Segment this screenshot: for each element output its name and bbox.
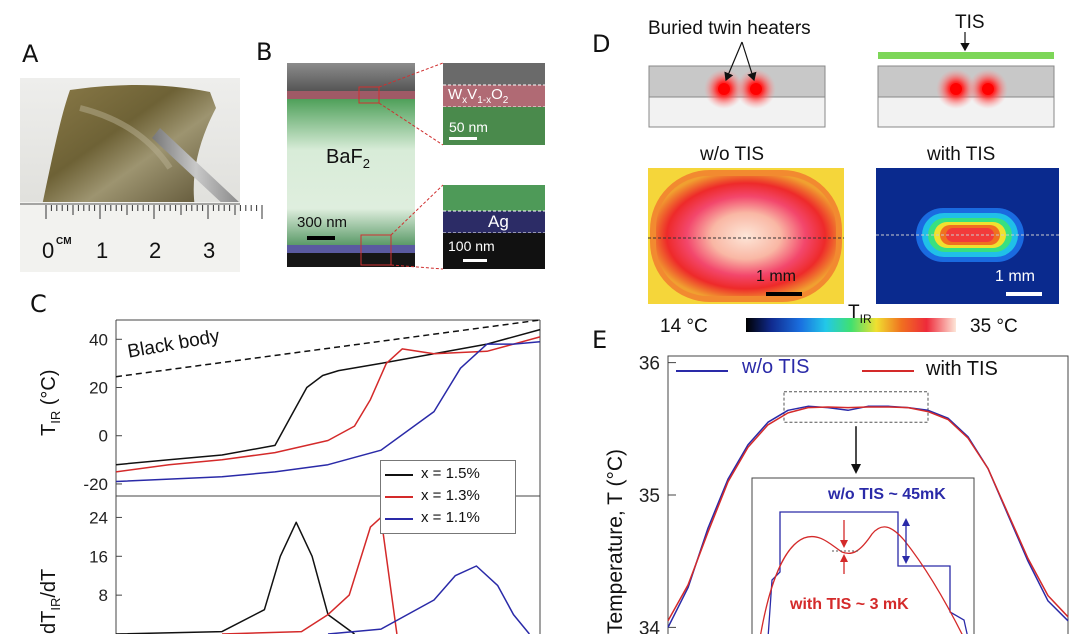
ruler — [20, 202, 240, 272]
c-bottom-ytick-label: 16 — [89, 547, 108, 566]
e-zoom-arrowhead — [851, 464, 861, 474]
metal-label: Ag — [488, 212, 509, 231]
c-top-series-x-1-3- — [115, 336, 541, 473]
film-label: WxV1-xO2 — [448, 86, 509, 106]
panel-b-letter: B — [256, 38, 273, 66]
c-top-series-x-1-1- — [115, 340, 541, 483]
e-legend-text-2: with TIS — [926, 358, 998, 380]
legend-swatch-red — [385, 496, 413, 498]
panel-c-letter: C — [30, 290, 47, 318]
panel-c-legend: x = 1.5% x = 1.3% x = 1.1% — [380, 460, 516, 534]
zoom-box-bottom — [360, 234, 392, 266]
c-bottom-ytick-label: 24 — [89, 508, 108, 527]
thermal-map-without-tis — [648, 168, 844, 304]
e-zoom-region — [783, 391, 929, 423]
ruler-unit: CM — [56, 236, 72, 247]
panel-e-chart: 34 35 36 — [639, 354, 1069, 634]
inset-arrowhead-red-bottom — [840, 554, 848, 562]
e-ytick-label: 36 — [639, 354, 660, 375]
flexible-film — [42, 85, 216, 208]
ruler-number-2: 2 — [149, 238, 162, 263]
ruler-number-1: 1 — [96, 238, 109, 263]
scale-right-label: 1 mm — [995, 268, 1035, 285]
panel-a-photo — [20, 78, 263, 272]
inset-arrowhead-red-top — [840, 540, 848, 548]
legend-text-3: x = 1.1% — [421, 509, 480, 526]
colorbar-max: 35 °C — [970, 316, 1018, 337]
inset-top-label: w/o TIS ~ 45mK — [828, 486, 946, 503]
e-ytick-label: 34 — [639, 618, 661, 634]
e-legend-swatch-red — [862, 370, 914, 372]
panel-a-letter: A — [22, 40, 39, 68]
inset-arrowhead-blue-bottom — [902, 556, 910, 564]
panel-d-letter: D — [592, 30, 611, 58]
thermal-map-with-tis — [876, 168, 1059, 304]
scale-label-main: 300 nm — [297, 214, 348, 231]
panel-b-sem — [287, 62, 545, 270]
legend-swatch-black — [385, 474, 413, 476]
tweezers — [152, 128, 240, 220]
substrate-label: BaF2 — [326, 146, 370, 171]
heater-label: Buried twin heaters — [648, 18, 811, 39]
legend-text-2: x = 1.3% — [421, 487, 480, 504]
c-bottom-series-x-1-5- — [115, 521, 355, 634]
c-bottom-series-x-1-3- — [221, 516, 398, 634]
tis-label: TIS — [955, 12, 985, 33]
colorbar-min: 14 °C — [660, 316, 708, 337]
c-top-ytick-label: 40 — [89, 330, 108, 349]
map-left-title: w/o TIS — [700, 144, 765, 165]
e-series-with-tis — [667, 406, 1069, 622]
c-top-ytick-label: -20 — [83, 475, 108, 494]
colorbar-label: TIR — [848, 302, 872, 326]
e-ytick-label: 35 — [639, 486, 660, 507]
colorbar — [746, 318, 956, 332]
ruler-number-3: 3 — [203, 238, 216, 263]
panel-d-schematics — [648, 32, 1055, 128]
scale-label-top: 50 nm — [449, 119, 488, 135]
panel-e-letter: E — [592, 326, 608, 354]
c-bottom-ytick-label: 8 — [99, 586, 108, 605]
ruler-number-0: 0 — [42, 238, 55, 263]
e-inset-box — [751, 477, 975, 634]
c-bottom-series-x-1-1- — [327, 565, 530, 634]
c-top-series-black-body — [115, 319, 541, 378]
inset-bottom-label: with TIS ~ 3 mK — [790, 596, 909, 613]
zoom-box-top — [358, 86, 380, 104]
legend-item-2: x = 1.3% — [385, 487, 515, 507]
legend-item-3: x = 1.1% — [385, 509, 515, 529]
map-right-title: with TIS — [927, 144, 996, 165]
legend-item-1: x = 1.5% — [385, 465, 515, 485]
legend-swatch-blue — [385, 518, 413, 520]
inset-arrowhead-blue-top — [902, 518, 910, 526]
c-top-ytick-label: 20 — [89, 379, 108, 398]
e-frame — [667, 355, 1069, 634]
c-top-ytick-label: 0 — [99, 427, 108, 446]
e-legend-text-1: w/o TIS — [742, 356, 810, 378]
legend-text-1: x = 1.5% — [421, 465, 480, 482]
scale-left-label: 1 mm — [756, 268, 796, 285]
scale-label-bottom: 100 nm — [448, 238, 495, 254]
c-top-series-x-1-5- — [115, 328, 541, 466]
e-legend-swatch-blue — [676, 370, 728, 372]
